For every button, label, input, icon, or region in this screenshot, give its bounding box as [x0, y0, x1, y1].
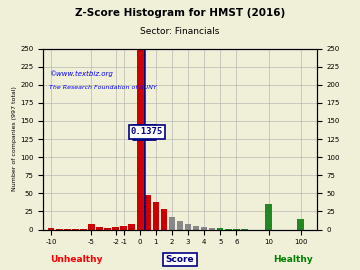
Text: The Research Foundation of SUNY: The Research Foundation of SUNY — [49, 85, 157, 90]
Bar — [233, 229, 239, 230]
Bar — [153, 202, 159, 230]
Bar — [209, 228, 215, 230]
Bar — [48, 228, 54, 230]
Bar — [225, 229, 231, 230]
Bar — [112, 227, 119, 230]
Bar — [177, 221, 183, 230]
Bar — [72, 229, 78, 230]
Bar — [104, 228, 111, 230]
Bar — [265, 204, 272, 230]
Bar — [96, 227, 103, 230]
Text: Sector: Financials: Sector: Financials — [140, 27, 220, 36]
Bar — [88, 224, 95, 230]
Bar — [193, 226, 199, 229]
Bar — [136, 50, 143, 230]
Bar — [145, 195, 151, 230]
Text: 0.1375: 0.1375 — [131, 127, 163, 136]
Bar — [121, 226, 127, 229]
Bar — [56, 229, 63, 230]
Bar — [64, 229, 71, 230]
Bar — [217, 228, 224, 230]
Y-axis label: Number of companies (997 total): Number of companies (997 total) — [12, 87, 17, 191]
Bar — [161, 209, 167, 230]
Bar — [297, 219, 304, 230]
Bar — [201, 227, 207, 230]
Bar — [169, 217, 175, 230]
Text: ©www.textbiz.org: ©www.textbiz.org — [49, 70, 113, 77]
Bar — [185, 224, 191, 230]
Bar — [241, 229, 248, 230]
Bar — [129, 224, 135, 229]
Text: Unhealthy: Unhealthy — [50, 255, 103, 264]
Text: Score: Score — [166, 255, 194, 264]
Text: Healthy: Healthy — [274, 255, 313, 264]
Bar — [80, 229, 87, 230]
Text: Z-Score Histogram for HMST (2016): Z-Score Histogram for HMST (2016) — [75, 8, 285, 18]
